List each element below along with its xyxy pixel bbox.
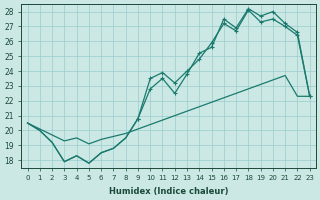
X-axis label: Humidex (Indice chaleur): Humidex (Indice chaleur) — [109, 187, 228, 196]
